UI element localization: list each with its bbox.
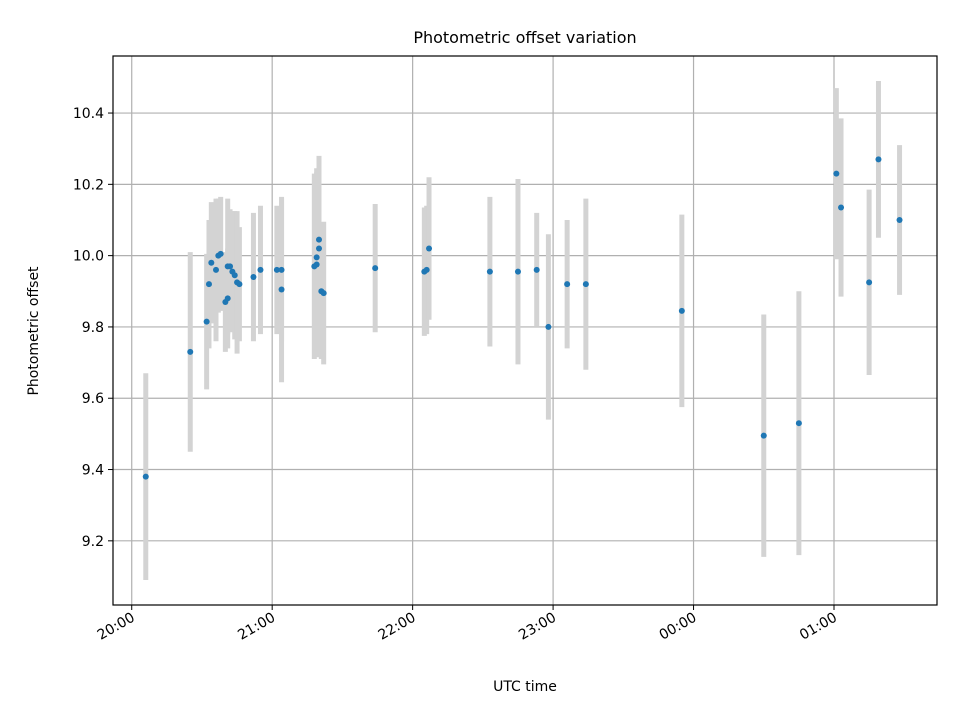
y-tick-label: 9.8 <box>82 320 104 336</box>
data-point <box>760 432 767 439</box>
data-point <box>203 318 210 325</box>
data-point <box>795 420 802 427</box>
data-point <box>833 170 840 177</box>
y-tick-label: 9.4 <box>82 463 104 479</box>
data-point <box>514 268 521 275</box>
data-point <box>142 473 149 480</box>
data-point <box>313 261 320 268</box>
data-point <box>227 263 234 270</box>
y-tick-label: 9.6 <box>82 391 104 407</box>
data-point <box>208 259 215 266</box>
data-point <box>278 266 285 273</box>
data-point <box>545 323 552 330</box>
x-axis-label: UTC time <box>493 679 557 695</box>
y-axis-ticks: 9.2 9.4 9.6 9.8 10.0 10.2 10.4 <box>73 106 113 550</box>
data-point <box>423 266 430 273</box>
data-point <box>316 245 322 252</box>
data-point <box>313 254 320 261</box>
data-point <box>875 156 882 163</box>
data-point <box>316 236 322 243</box>
data-point <box>250 274 257 281</box>
chart-title: Photometric offset variation <box>413 28 636 47</box>
data-point <box>866 279 873 286</box>
data-point <box>896 216 903 223</box>
data-point <box>224 295 231 302</box>
y-tick-label: 10.4 <box>73 106 104 122</box>
data-point <box>213 266 219 273</box>
data-point <box>205 281 212 288</box>
data-point <box>486 268 493 275</box>
y-axis-label: Photometric offset <box>26 266 42 396</box>
data-point <box>372 265 379 272</box>
data-points <box>142 156 903 480</box>
y-tick-label: 10.2 <box>73 177 104 193</box>
data-point <box>564 281 571 288</box>
data-point <box>838 204 845 211</box>
data-point <box>278 286 285 293</box>
data-point <box>582 281 589 288</box>
data-point <box>236 281 243 288</box>
data-point <box>273 266 280 273</box>
y-tick-label: 9.2 <box>82 534 104 550</box>
data-point <box>231 272 238 279</box>
data-point <box>217 250 224 257</box>
data-point <box>187 348 194 355</box>
plot-frame <box>112 55 938 606</box>
data-point <box>320 290 327 297</box>
data-point <box>678 307 685 314</box>
data-point <box>426 245 433 252</box>
data-point <box>257 266 264 273</box>
y-tick-label: 10.0 <box>73 249 104 265</box>
data-point <box>533 266 540 273</box>
